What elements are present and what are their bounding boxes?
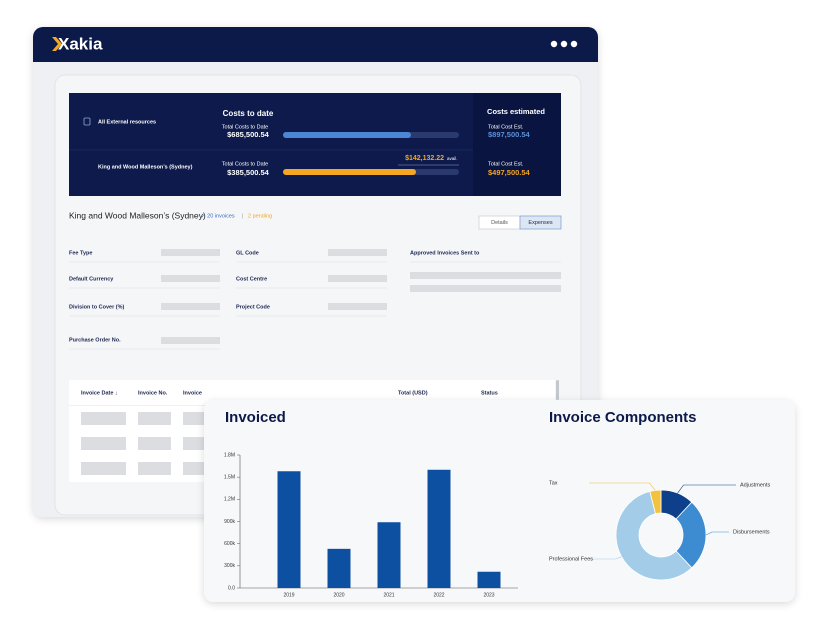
slice-label: Tax [549,480,558,486]
x-tick-label: 2022 [433,592,444,598]
resource-icon [83,117,91,126]
y-tick-label: 1.5M [224,474,235,480]
column-header[interactable]: Invoice [183,390,202,396]
logo-mark [52,37,62,51]
x-tick-label: 2021 [383,592,394,598]
bar [377,522,401,588]
field-label: Approved Invoices Sent to [410,250,480,256]
total-value: $385,500.54 [227,168,270,177]
progress-fill [283,169,416,175]
est-value: $897,500.54 [488,130,531,139]
estimate-panel [473,93,561,196]
column-header[interactable]: Total (USD) [398,390,428,396]
vendor-title: King and Wood Malleson’s (Sydney) [69,210,206,220]
bar [327,548,351,588]
field-placeholders [69,249,561,350]
column-header[interactable]: Status [481,390,498,396]
x-tick-label: 2020 [333,592,344,598]
total-value: $685,500.54 [227,130,270,139]
total-label: Total Costs to Date [222,161,268,167]
field-label: Cost Centre [236,276,267,282]
slice-label: Professional Fees [549,556,593,562]
estimated-title: Costs estimated [487,107,545,116]
est-label: Total Cost Est. [488,124,524,130]
est-label: Total Cost Est. [488,161,524,167]
available-label: avail. [447,156,458,161]
resource-label: All External resources [98,119,156,125]
field-label: Division to Cover (%) [69,304,124,310]
chart-title: Invoice Components [549,409,697,426]
bar [277,471,301,588]
slice-label: Adjustments [740,482,771,488]
top-bar [33,27,598,62]
total-label: Total Costs to Date [222,124,268,130]
bar [477,571,501,588]
menu-dots[interactable] [550,40,578,48]
chart-card [204,400,795,602]
field-label: Default Currency [69,276,114,282]
field-label: Purchase Order No. [69,337,121,343]
y-tick-label: 0.0 [228,585,235,591]
est-value: $497,500.54 [488,168,531,177]
separator: | [242,213,243,219]
y-tick-label: 300k [224,563,235,569]
available-value: $142,132.22 [405,155,444,162]
progress-fill [283,132,411,138]
y-tick-label: 1.2M [224,497,235,503]
column-header[interactable]: Invoice No. [138,390,168,396]
y-tick-label: 900k [224,519,235,525]
scrollbar [556,380,559,400]
y-tick-label: 600k [224,541,235,547]
field-label: GL Code [236,250,259,256]
tab-label[interactable]: Details [491,220,508,226]
costs-title: Costs to date [223,109,274,118]
x-tick-label: 2019 [283,592,294,598]
invoice-count: ✓ 20 invoices [201,213,235,219]
field-label: Project Code [236,304,270,310]
slice [649,489,662,515]
row-name: King and Wood Malleson’s (Sydney) [98,164,193,170]
leader-line [677,484,736,494]
pending-count: 2 pending [248,213,272,219]
field-label: Fee Type [69,250,92,256]
charts: Invoiced 0.0 300k 600k 900k 1.2M 1.5M 1.8M 2019 2… [224,409,771,598]
bar [427,469,451,588]
slice [615,490,693,581]
logo: Xakia [58,34,103,53]
leader-line [589,556,622,560]
leader-line [705,531,729,536]
tab-active[interactable] [519,215,562,230]
y-tick-label: 1.8M [224,452,235,458]
column-header[interactable]: Invoice Date ↓ [81,390,118,396]
slice-label: Disbursements [733,529,770,535]
leader-line [589,482,656,491]
row-placeholders [69,405,555,475]
tab-label[interactable]: Expenses [528,220,552,226]
chart-title: Invoiced [225,409,286,426]
x-tick-label: 2023 [483,592,494,598]
